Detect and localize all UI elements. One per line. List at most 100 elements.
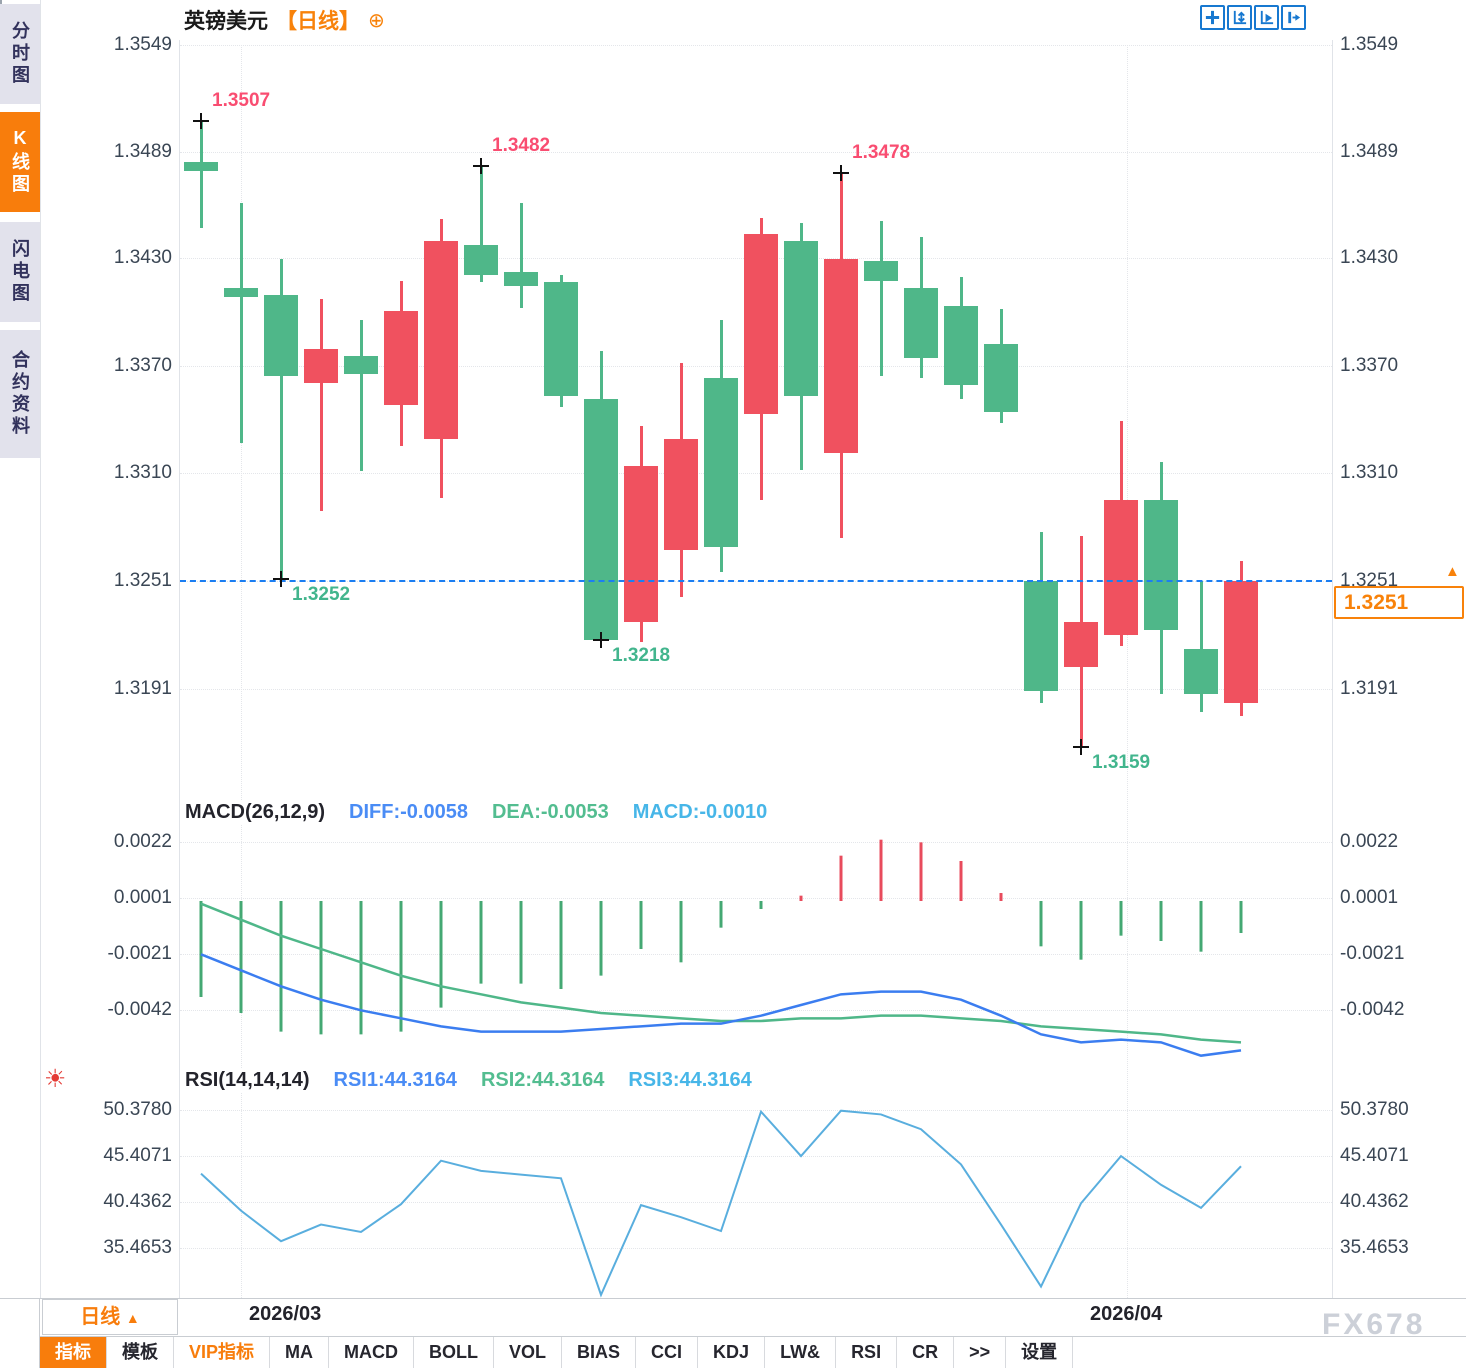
rsi-axis-gridline: [180, 1202, 1332, 1203]
toolbar-item-4[interactable]: MA: [270, 1337, 330, 1368]
macd-axis-tick-label-right: 0.0001: [1340, 887, 1399, 908]
macd-title: MACD(26,12,9): [185, 801, 326, 823]
candle-wick: [240, 203, 243, 443]
price-axis-tick-label-right: 1.3310: [1340, 462, 1399, 483]
macd-axis-tick-label-left: -0.0042: [107, 999, 172, 1020]
toolbar-item-8[interactable]: BIAS: [562, 1337, 637, 1368]
macd-axis-tick-label-left: -0.0021: [107, 943, 172, 964]
toolbar-item-5[interactable]: MACD: [329, 1337, 415, 1368]
price-extreme-annotation: 1.3478: [852, 141, 911, 163]
toolbar-item-11[interactable]: LW&: [765, 1337, 837, 1368]
toolbar-item-6[interactable]: BOLL: [414, 1337, 495, 1368]
rsi-axis-tick-label-right: 45.4071: [1340, 1145, 1409, 1166]
plot-left-edge: [179, 40, 180, 1298]
macd-axis-tick-label-left: 0.0001: [113, 887, 172, 908]
candle-body: [1104, 500, 1138, 635]
toolbar-item-15[interactable]: 设置: [1006, 1337, 1074, 1368]
price-extreme-cross-marker: [193, 112, 209, 129]
scale-y-axis-icon[interactable]: [1227, 5, 1252, 30]
macd-diff-value: DIFF:-0.0058: [349, 801, 468, 823]
candle-body: [624, 465, 658, 623]
period-label: 【日线】: [276, 10, 360, 33]
candle-body: [984, 343, 1018, 412]
price-extreme-annotation: 1.3252: [292, 584, 351, 606]
candle-body: [1064, 622, 1098, 668]
indicator-toolbar: 指标 模板 VIP指标 MA MACD BOLL VOL BIAS CCI KDJ LW& RSI CR…: [40, 1336, 1466, 1368]
toolbar-item-7[interactable]: VOL: [494, 1337, 563, 1368]
sidebar-tab-2[interactable]: K线图: [0, 112, 40, 212]
price-axis-gridline: [180, 152, 1332, 153]
candle-body: [704, 377, 738, 547]
rsi-axis-tick-label-right: 35.4653: [1340, 1237, 1409, 1258]
candle-body: [1024, 581, 1058, 691]
price-axis-tick-label-left: 1.3370: [113, 355, 172, 376]
pan-right-icon[interactable]: [1281, 5, 1306, 30]
rsi-axis-tick-label-left: 40.4362: [103, 1191, 172, 1212]
time-label-march: 2026/03: [249, 1303, 322, 1325]
candle-body: [384, 311, 418, 405]
candle-body: [344, 356, 378, 375]
toolbar-item-3[interactable]: VIP指标: [174, 1337, 271, 1368]
toolbar-item-1[interactable]: 指标: [40, 1337, 107, 1368]
macd-axis-gridline: [180, 842, 1332, 843]
sidebar-tab-3[interactable]: 闪电图: [0, 222, 40, 322]
candle-body: [744, 233, 778, 414]
candle-body: [464, 244, 498, 276]
price-extreme-annotation: 1.3507: [212, 89, 271, 111]
macd-axis-gridline: [180, 1010, 1332, 1011]
candle-wick: [1200, 581, 1203, 713]
candle-body: [904, 287, 938, 358]
price-axis-tick-label-right: 1.3489: [1340, 141, 1399, 162]
price-axis-tick-label-left: 1.3251: [113, 570, 172, 591]
price-up-arrow-icon: ▲: [1445, 563, 1460, 580]
candle-body: [944, 305, 978, 385]
period-selector-button[interactable]: 日线 ▲: [42, 1299, 178, 1335]
toolbar-item-2[interactable]: 模板: [107, 1337, 174, 1368]
rsi-plot: [200, 1109, 1242, 1298]
price-axis-gridline: [180, 473, 1332, 474]
candle-wick: [200, 120, 203, 229]
toolbar-item-9[interactable]: CCI: [636, 1337, 699, 1368]
toolbar-item-12[interactable]: RSI: [836, 1337, 898, 1368]
indicator-alert-icon[interactable]: ☀: [44, 1065, 67, 1093]
sidebar-tab-4[interactable]: 合约资料: [0, 330, 40, 458]
plus-circle-icon[interactable]: ⊕: [368, 9, 385, 32]
toolbar-item-10[interactable]: KDJ: [698, 1337, 766, 1368]
period-selector-arrow-icon: ▲: [125, 1310, 140, 1326]
price-axis-tick-label-left: 1.3549: [113, 34, 172, 55]
candle-body: [824, 259, 858, 454]
toolbar-item-14[interactable]: >>: [954, 1337, 1007, 1368]
symbol-name: 英镑美元: [184, 10, 268, 33]
rsi-axis-gridline: [180, 1248, 1332, 1249]
macd-axis-tick-label-right: -0.0021: [1340, 943, 1405, 964]
price-axis-tick-label-left: 1.3430: [113, 247, 172, 268]
candle-wick: [280, 259, 283, 580]
candle-wick: [320, 298, 323, 511]
chart-title: 英镑美元 【日线】 ⊕: [184, 5, 385, 35]
macd-axis-tick-label-right: 0.0022: [1340, 831, 1399, 852]
time-label-april: 2026/04: [1090, 1303, 1163, 1325]
price-axis-gridline: [180, 689, 1332, 690]
scale-x-axis-icon[interactable]: [1254, 5, 1279, 30]
period-selector-label: 日线: [80, 1306, 121, 1328]
candle-body: [264, 295, 298, 376]
candle-body: [664, 438, 698, 551]
price-extreme-cross-marker: [473, 157, 489, 174]
price-extreme-annotation: 1.3159: [1092, 751, 1151, 773]
candle-body: [184, 161, 218, 171]
time-axis-strip: [40, 1298, 1466, 1336]
price-axis-tick-label-left: 1.3310: [113, 462, 172, 483]
price-axis-tick-label-left: 1.3489: [113, 141, 172, 162]
rsi-axis-tick-label-left: 45.4071: [103, 1145, 172, 1166]
rsi-axis-tick-label-right: 40.4362: [1340, 1191, 1409, 1212]
candle-body: [1184, 649, 1218, 695]
sidebar-tab-1[interactable]: 分时图: [0, 4, 40, 104]
candle-body: [584, 399, 618, 641]
candle-body: [424, 241, 458, 439]
rsi1-value: RSI1:44.3164: [333, 1069, 457, 1091]
candle-wick: [480, 165, 483, 283]
toolbar-item-13[interactable]: CR: [897, 1337, 955, 1368]
crosshair-move-icon[interactable]: [1200, 5, 1225, 30]
candle-body: [1224, 581, 1258, 704]
price-axis-tick-label-right: 1.3191: [1340, 678, 1399, 699]
